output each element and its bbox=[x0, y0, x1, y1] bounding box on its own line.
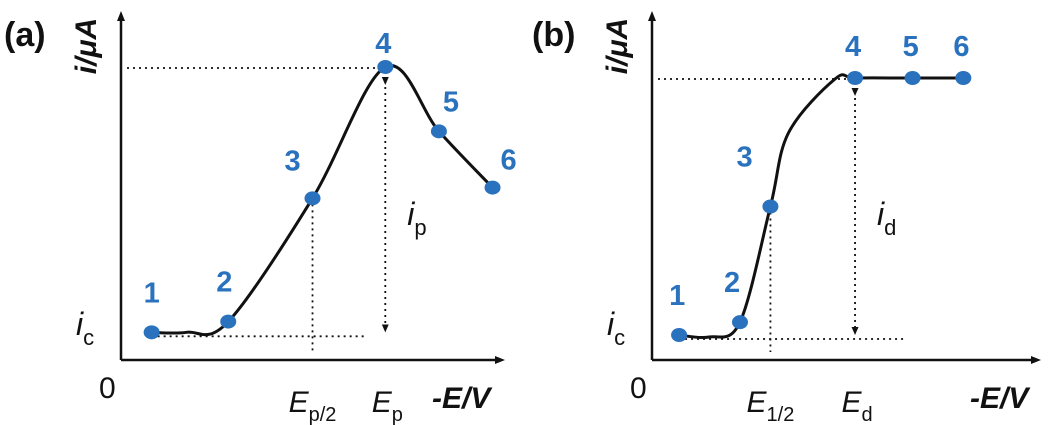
point-label-6: 6 bbox=[953, 31, 969, 63]
data-point-1 bbox=[143, 325, 160, 340]
point-label-2: 2 bbox=[724, 267, 740, 299]
x-tick-label-half: E1/2 bbox=[747, 386, 795, 425]
panel-b: (b) i/μA -E/V 0ic id E1/2 Ed 1 2 3 4 5 6 bbox=[532, 11, 1041, 425]
x-tick-label-peak: Ep bbox=[372, 386, 403, 425]
height-label: id bbox=[877, 196, 896, 240]
x-axis-title: -E/V bbox=[970, 382, 1031, 415]
origin-label: 0 bbox=[630, 372, 647, 405]
point-label-3: 3 bbox=[736, 142, 752, 174]
data-point-1 bbox=[671, 328, 688, 342]
x-axis-title: -E/V bbox=[432, 382, 493, 415]
data-point-2 bbox=[731, 315, 748, 330]
data-point-3 bbox=[304, 191, 321, 206]
point-label-1: 1 bbox=[144, 277, 160, 309]
y-axis-title: i/μA bbox=[70, 18, 103, 74]
origin-label: 0 bbox=[99, 372, 116, 405]
baseline-label: ic bbox=[76, 306, 94, 350]
point-label-3: 3 bbox=[285, 145, 301, 177]
data-point-5 bbox=[904, 71, 921, 85]
panel-a: (a) i/μA -E/V 0ic ip Ep/2 Ep 1 2 3 4 5 6 bbox=[4, 11, 517, 425]
data-point-5 bbox=[430, 124, 447, 139]
panel-label: (a) bbox=[4, 16, 46, 54]
data-point-3 bbox=[762, 199, 779, 214]
point-label-4: 4 bbox=[375, 28, 391, 60]
data-point-4 bbox=[377, 60, 394, 74]
point-label-1: 1 bbox=[669, 280, 685, 312]
x-tick-label-half: Ep/2 bbox=[289, 386, 337, 425]
point-label-5: 5 bbox=[903, 31, 919, 63]
data-point-2 bbox=[220, 314, 237, 329]
data-curve bbox=[678, 73, 964, 340]
x-tick-label-peak: Ed bbox=[841, 386, 872, 425]
point-label-4: 4 bbox=[845, 31, 861, 63]
baseline-label: ic bbox=[607, 306, 625, 350]
data-point-4 bbox=[847, 71, 864, 85]
data-point-6 bbox=[484, 180, 501, 195]
data-point-6 bbox=[955, 71, 972, 85]
height-label: ip bbox=[407, 196, 426, 240]
point-label-5: 5 bbox=[443, 86, 459, 118]
point-label-2: 2 bbox=[216, 267, 232, 299]
data-curve bbox=[151, 64, 494, 337]
panel-label: (b) bbox=[532, 16, 575, 54]
y-axis-title: i/μA bbox=[601, 18, 634, 74]
point-label-6: 6 bbox=[501, 145, 517, 177]
